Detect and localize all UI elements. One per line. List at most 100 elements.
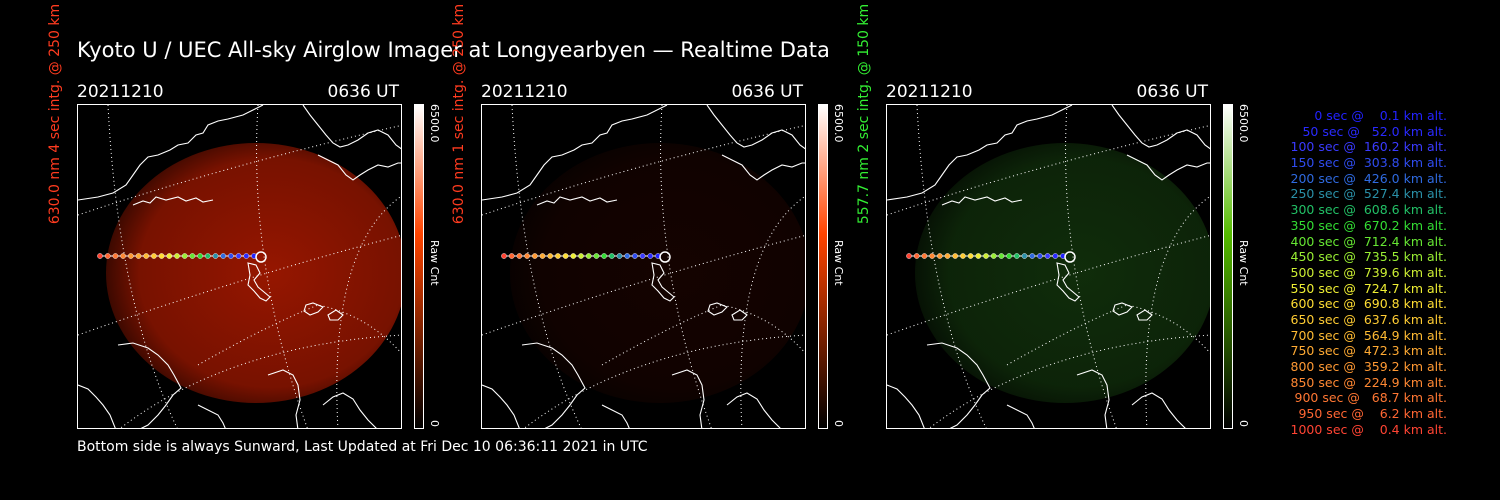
trajectory-track [501, 251, 671, 263]
legend-row: 600 sec @ 690.8 km alt. [1286, 296, 1448, 312]
wavelength-label: 630.0 nm 1 sec intg. @ 250 km [451, 3, 467, 225]
trajectory-point [624, 253, 630, 259]
graticule [78, 105, 401, 428]
trajectory-point [1029, 253, 1035, 259]
legend-row: 50 sec @ 52.0 km alt. [1294, 123, 1447, 139]
trajectory-point [112, 253, 119, 259]
trajectory-point [639, 253, 646, 259]
footer-note: Bottom side is always Sunward, Last Upda… [77, 439, 648, 455]
trajectory-point [960, 253, 966, 259]
allsky-image [886, 104, 1211, 429]
trajectory-point [220, 253, 226, 259]
trajectory-point [998, 253, 1005, 259]
trajectory-point [235, 253, 242, 259]
trajectory-point [547, 253, 553, 259]
trajectory-point [632, 253, 638, 259]
trajectory-point [174, 253, 180, 259]
coastline [482, 105, 805, 428]
graticule [482, 105, 805, 428]
legend-row: 1000 sec @ 0.4 km alt. [1290, 421, 1447, 437]
legend-row: 400 sec @ 712.4 km alt. [1286, 233, 1448, 249]
allsky-image [481, 104, 806, 429]
colorbar-min-label: 0 [832, 420, 845, 427]
trajectory-point [516, 253, 523, 259]
trajectory-track [906, 251, 1076, 263]
graticule [887, 105, 1210, 428]
colorbar-unit-label: Raw Cnt [832, 240, 845, 286]
trajectory-point [990, 253, 997, 259]
trajectory-point [508, 253, 515, 259]
legend-row: 100 sec @ 160.2 km alt. [1286, 139, 1448, 155]
airglow-field [106, 143, 401, 403]
trajectory-point [501, 253, 507, 259]
trajectory-point [1044, 253, 1051, 259]
panel-date: 20211210 [77, 82, 164, 102]
trajectory-point [143, 253, 149, 259]
trajectory-point [585, 253, 592, 259]
trajectory-point [906, 253, 912, 259]
trajectory-point [921, 253, 928, 259]
trajectory-point [532, 253, 538, 259]
trajectory-point [1006, 253, 1012, 259]
trajectory-track [97, 251, 267, 263]
legend-row: 450 sec @ 735.5 km alt. [1286, 249, 1448, 265]
legend-row: 150 sec @ 303.8 km alt. [1286, 155, 1448, 171]
imager-panel-2: 20211210 0636 UT 630.0 nm 1 sec intg. @ … [451, 4, 845, 430]
airglow-field [510, 143, 805, 403]
trajectory-point [158, 253, 165, 259]
trajectory-point [135, 253, 142, 259]
legend-row: 500 sec @ 739.6 km alt. [1286, 264, 1448, 280]
legend-row: 200 sec @ 426.0 km alt. [1286, 170, 1448, 186]
altitude-legend: 0 sec @ 0.1 km alt. 50 sec @ 52.0 km alt… [1262, 108, 1448, 437]
trajectory-point [524, 253, 530, 259]
trajectory-point [197, 253, 203, 259]
trajectory-point [228, 253, 234, 259]
trajectory-point [944, 253, 951, 259]
trajectory-point [913, 253, 920, 259]
panel-date: 20211210 [886, 82, 973, 102]
trajectory-point [609, 253, 615, 259]
panel-time: 0636 UT [1136, 82, 1209, 102]
panel-date: 20211210 [481, 82, 568, 102]
colorbar-min-label: 0 [1237, 420, 1250, 427]
coastline [78, 105, 401, 428]
legend-row: 900 sec @ 68.7 km alt. [1290, 390, 1447, 406]
legend-row: 850 sec @ 224.9 km alt. [1286, 374, 1448, 390]
wavelength-label: 557.7 nm 2 sec intg. @ 150 km [856, 3, 872, 225]
colorbar-min-label: 0 [428, 420, 441, 427]
trajectory-point [539, 253, 546, 259]
trajectory-point [593, 253, 600, 259]
imager-panel-1: 20211210 0636 UT 630.0 nm 4 sec intg. @ … [47, 4, 441, 430]
legend-row: 0 sec @ 0.1 km alt. [1302, 108, 1447, 123]
imager-panel-3: 20211210 0636 UT 557.7 nm 2 sec intg. @ … [856, 4, 1250, 430]
coastline [887, 105, 1210, 428]
trajectory-point [104, 253, 111, 259]
trajectory-point [189, 253, 196, 259]
trajectory-point [151, 253, 157, 259]
allsky-image [77, 104, 402, 429]
trajectory-point [570, 253, 577, 259]
legend-row: 250 sec @ 527.4 km alt. [1286, 186, 1448, 202]
station-marker [1064, 251, 1076, 263]
colorbar-max-label: 6500.0 [428, 104, 441, 143]
airglow-field [915, 143, 1210, 403]
trajectory-point [578, 253, 584, 259]
trajectory-point [616, 253, 623, 259]
station-marker [255, 251, 267, 263]
trajectory-point [929, 253, 935, 259]
trajectory-point [952, 253, 958, 259]
trajectory-point [601, 253, 607, 259]
trajectory-point [243, 253, 250, 259]
legend-row: 650 sec @ 637.6 km alt. [1286, 311, 1448, 327]
trajectory-point [120, 253, 126, 259]
colorbar-max-label: 6500.0 [832, 104, 845, 143]
trajectory-point [967, 253, 974, 259]
legend-row: 950 sec @ 6.2 km alt. [1294, 406, 1447, 422]
legend-row: 750 sec @ 472.3 km alt. [1286, 343, 1448, 359]
trajectory-point [937, 253, 943, 259]
trajectory-point [1014, 253, 1020, 259]
trajectory-point [128, 253, 134, 259]
colorbar [1223, 104, 1233, 429]
colorbar-unit-label: Raw Cnt [1237, 240, 1250, 286]
colorbar-unit-label: Raw Cnt [428, 240, 441, 286]
